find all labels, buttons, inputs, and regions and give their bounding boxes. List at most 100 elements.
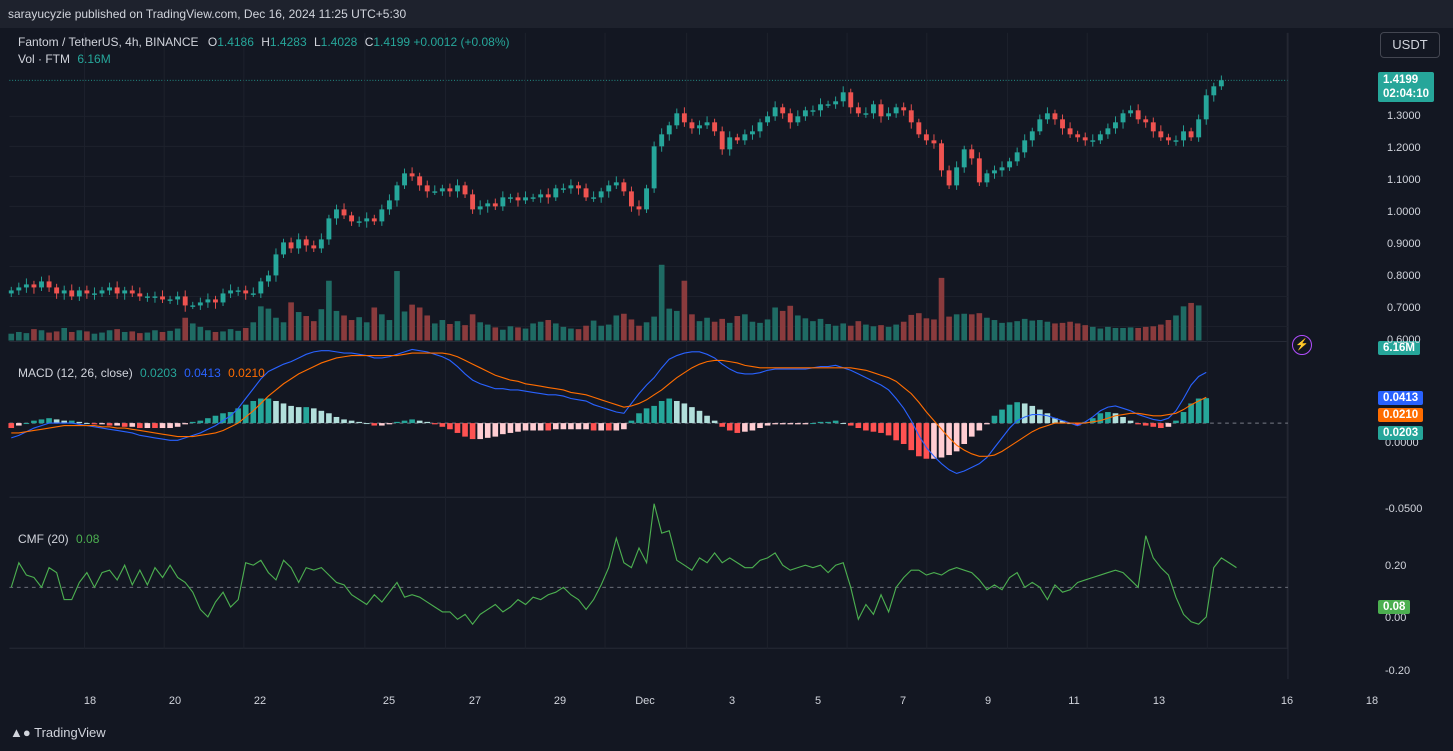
cmf-badge: 0.08 — [1378, 600, 1411, 614]
candle-body — [507, 197, 513, 199]
macd-histogram-bar — [1044, 413, 1051, 424]
volume-bar — [469, 314, 476, 341]
candle-body — [1150, 122, 1156, 132]
chart-canvas[interactable] — [0, 28, 1363, 684]
candle-body — [916, 122, 922, 135]
volume-legend[interactable]: Vol · FTM 6.16M — [18, 52, 111, 66]
volume-bar — [1097, 328, 1104, 341]
candle-body — [855, 107, 861, 114]
macd-histogram-bar — [779, 423, 786, 425]
macd-tick: 0.0000 — [1385, 437, 1419, 450]
candle-body — [523, 197, 528, 201]
macd-histogram-bar — [840, 423, 847, 425]
macd-histogram-bar — [999, 409, 1005, 424]
volume-bar — [621, 313, 627, 341]
macd-histogram-bar — [613, 423, 620, 431]
volume-bar — [23, 333, 30, 341]
candle-body — [628, 191, 634, 207]
candle-body — [742, 134, 748, 141]
macd-histogram-bar — [522, 423, 529, 431]
candle-body — [734, 137, 740, 141]
macd-histogram-bar — [764, 423, 771, 426]
candle-body — [213, 299, 218, 303]
lightning-icon[interactable]: ⚡ — [1292, 335, 1312, 355]
macd-histogram-badge: 0.0203 — [1378, 426, 1424, 440]
candle-body — [220, 293, 226, 303]
candle-body — [167, 299, 173, 301]
macd-histogram-bar — [500, 423, 506, 435]
candle-body — [129, 290, 135, 294]
candle-body — [976, 158, 982, 183]
candle-body — [689, 122, 695, 129]
candle-body — [152, 296, 158, 298]
volume-bar — [106, 330, 113, 341]
candle-body — [871, 104, 876, 114]
macd-histogram-bar — [326, 413, 332, 424]
footer: ▲● TradingView — [0, 717, 1453, 751]
macd-histogram-bar — [726, 423, 733, 431]
candle-body — [727, 137, 733, 150]
volume-bar — [1180, 306, 1187, 341]
volume-bar — [447, 324, 453, 341]
candle-body — [795, 116, 801, 123]
volume-bar — [726, 322, 733, 341]
volume-bar — [235, 330, 241, 341]
volume-bar — [696, 321, 703, 341]
candle-body — [863, 113, 869, 115]
macd-histogram-bar — [515, 423, 521, 432]
macd-signal-value: 0.0210 — [228, 366, 265, 380]
candle-body — [576, 185, 581, 189]
candle-body — [1022, 140, 1028, 153]
symbol-name[interactable]: Fantom / TetherUS, 4h, BINANCE — [18, 35, 199, 49]
macd-histogram-bar — [371, 423, 378, 426]
candle-body — [39, 281, 44, 288]
candle-body — [439, 188, 445, 192]
candle-body — [802, 110, 808, 117]
volume-bar — [326, 280, 332, 341]
currency-button[interactable]: USDT — [1380, 32, 1440, 58]
volume-bar — [1052, 323, 1058, 341]
tradingview-logo-icon: ▲● — [10, 725, 31, 740]
tradingview-logo[interactable]: ▲● TradingView — [10, 725, 106, 740]
macd-histogram-bar — [825, 421, 831, 424]
macd-histogram-bar — [575, 423, 582, 430]
volume-bar — [976, 313, 983, 341]
macd-histogram-bar — [462, 423, 468, 437]
candle-body — [568, 185, 574, 189]
macd-histogram-bar — [1074, 423, 1081, 426]
volume-bar — [968, 314, 975, 341]
cmf-line — [10, 503, 1237, 626]
macd-histogram-bar — [1021, 403, 1028, 424]
macd-histogram-bar — [242, 404, 249, 424]
volume-bar — [878, 325, 884, 341]
macd-histogram-bar — [477, 423, 483, 440]
volume-bar — [764, 319, 771, 341]
volume-bar — [129, 331, 136, 341]
macd-histogram-bar — [742, 423, 748, 432]
candle-body — [969, 149, 975, 159]
volume-bar — [386, 320, 393, 341]
volume-bar — [91, 333, 98, 341]
cmf-legend[interactable]: CMF (20) 0.08 — [18, 532, 99, 546]
volume-bar — [1195, 305, 1202, 341]
macd-histogram-bar — [114, 423, 120, 426]
macd-histogram-bar — [530, 423, 536, 431]
candle-body — [644, 188, 649, 210]
macd-legend[interactable]: MACD (12, 26, close) 0.0203 0.0413 0.021… — [18, 366, 265, 380]
candle-body — [984, 173, 990, 183]
volume-bar — [454, 321, 461, 341]
volume-bar — [613, 315, 620, 341]
price-tick: 1.1000 — [1387, 174, 1421, 186]
volume-bar — [61, 327, 68, 341]
change-value: +0.0012 (+0.08%) — [413, 35, 510, 49]
candle-body — [719, 131, 725, 150]
macd-histogram-bar — [84, 423, 90, 425]
candle-body — [780, 107, 786, 114]
macd-histogram-bar — [1173, 420, 1179, 424]
macd-histogram-bar — [893, 423, 899, 441]
macd-histogram-bar — [621, 423, 627, 430]
volume-bar — [1158, 324, 1164, 341]
macd-histogram-bar — [953, 423, 960, 452]
candle-body — [961, 149, 967, 168]
macd-histogram-bar — [348, 420, 355, 424]
